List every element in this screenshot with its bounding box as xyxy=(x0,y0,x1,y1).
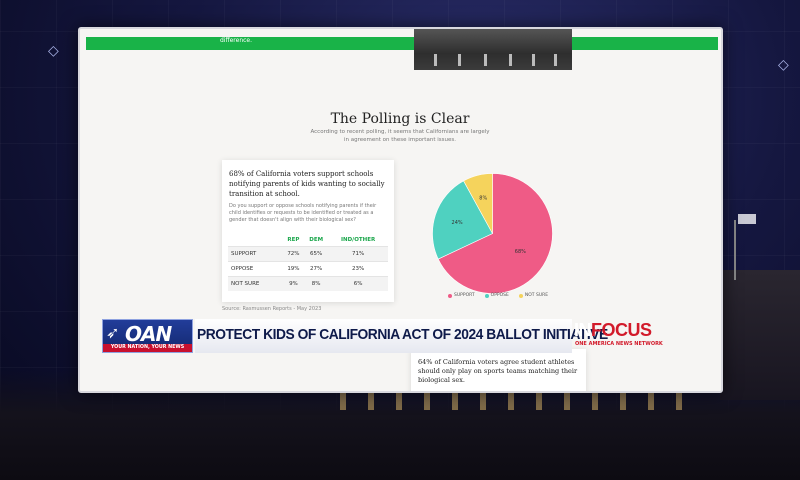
oan-logo: ➶ OAN YOUR NATION, YOUR NEWS xyxy=(102,319,193,353)
poll-question: Do you support or oppose schools notifyi… xyxy=(229,203,377,223)
network-name: ONE AMERICA NEWS NETWORK xyxy=(575,341,663,347)
table-row: NOT SURE 9% 8% 6% xyxy=(228,275,388,291)
table-cell: 27% xyxy=(304,260,329,276)
legend-swatch xyxy=(448,293,452,298)
table-cell: 71% xyxy=(328,245,388,261)
table-cell: 72% xyxy=(282,245,305,261)
logo-text: OAN xyxy=(125,322,172,346)
poll-card: 68% of California voters support schools… xyxy=(222,160,394,302)
table-row: OPPOSE 19% 27% 23% xyxy=(228,260,388,276)
column-header: REP xyxy=(287,236,300,243)
poll-card-title: 68% of California voters support schools… xyxy=(229,170,385,198)
flag-icon xyxy=(738,214,756,224)
eagle-icon: ➶ xyxy=(106,323,120,342)
column-header: DEM xyxy=(309,236,324,243)
headline-bar: PROTECT KIDS OF CALIFORNIA ACT OF 2024 B… xyxy=(195,319,608,353)
legend-label: OPPOSE xyxy=(490,293,509,298)
legend-label: SUPPORT xyxy=(454,293,475,298)
pie-chart: 68% 24% 8% xyxy=(430,171,555,296)
row-label: NOT SURE xyxy=(228,275,283,291)
page-heading: The Polling is Clear xyxy=(330,111,470,127)
table-cell: 23% xyxy=(328,260,388,276)
poll-table: REP DEM IND/OTHER SUPPORT 72% 65% 71% OP… xyxy=(228,234,388,291)
second-card-text: 64% of California voters agree student a… xyxy=(418,358,578,384)
page-subtext: According to recent polling, it seems th… xyxy=(310,129,490,143)
green-banner: difference. xyxy=(86,37,718,50)
row-label: SUPPORT xyxy=(228,245,283,261)
diamond-icon: ◇ xyxy=(778,57,789,73)
second-poll-card: 64% of California voters agree student a… xyxy=(411,349,586,391)
show-title: INFOCUS xyxy=(574,320,652,341)
pie-slice-not-sure xyxy=(463,173,493,234)
pie-data-label: 8% xyxy=(479,195,487,201)
poll-source: Source: Rasmussen Reports - May 2023 xyxy=(222,306,322,312)
table-cell: 65% xyxy=(304,245,329,261)
column-header: IND/OTHER xyxy=(340,236,376,243)
banner-text: difference. xyxy=(220,37,253,44)
show-title-focus: FOCUS xyxy=(591,320,652,340)
webpage-screen: difference. The Polling is Clear Accordi… xyxy=(78,27,723,393)
news-lower-third: ➶ OAN YOUR NATION, YOUR NEWS PROTECT KID… xyxy=(102,319,663,353)
pie-data-label: 68% xyxy=(515,249,526,255)
athletes-photo xyxy=(414,29,572,70)
chart-legend: SUPPORT OPPOSE NOT SURE xyxy=(448,293,548,298)
show-logo: INFOCUS ONE AMERICA NEWS NETWORK xyxy=(574,319,670,353)
diamond-icon: ◇ xyxy=(48,43,59,59)
capitol-building xyxy=(720,220,800,400)
table-header-row: REP DEM IND/OTHER xyxy=(228,234,388,246)
legend-swatch xyxy=(484,293,489,298)
pie-slice-oppose xyxy=(432,180,493,260)
table-cell: 9% xyxy=(282,275,305,291)
legend-item: NOT SURE xyxy=(518,293,549,298)
pie-slice-support xyxy=(437,173,553,294)
legend-item: SUPPORT xyxy=(448,293,475,298)
table-row: SUPPORT 72% 65% 71% xyxy=(228,245,388,261)
table-cell: 8% xyxy=(304,275,329,291)
table-cell: 6% xyxy=(328,275,388,291)
table-cell: 19% xyxy=(282,260,305,276)
show-title-in: IN xyxy=(574,320,592,340)
pie-chart-svg: 68% 24% 8% xyxy=(432,173,553,294)
legend-swatch xyxy=(518,293,523,298)
row-label: OPPOSE xyxy=(228,260,283,276)
legend-label: NOT SURE xyxy=(524,293,549,298)
legend-item: OPPOSE xyxy=(484,293,509,298)
headline-text: PROTECT KIDS OF CALIFORNIA ACT OF 2024 B… xyxy=(197,326,608,343)
logo-tagline: YOUR NATION, YOUR NEWS xyxy=(103,344,192,352)
pie-data-label: 24% xyxy=(452,220,463,226)
